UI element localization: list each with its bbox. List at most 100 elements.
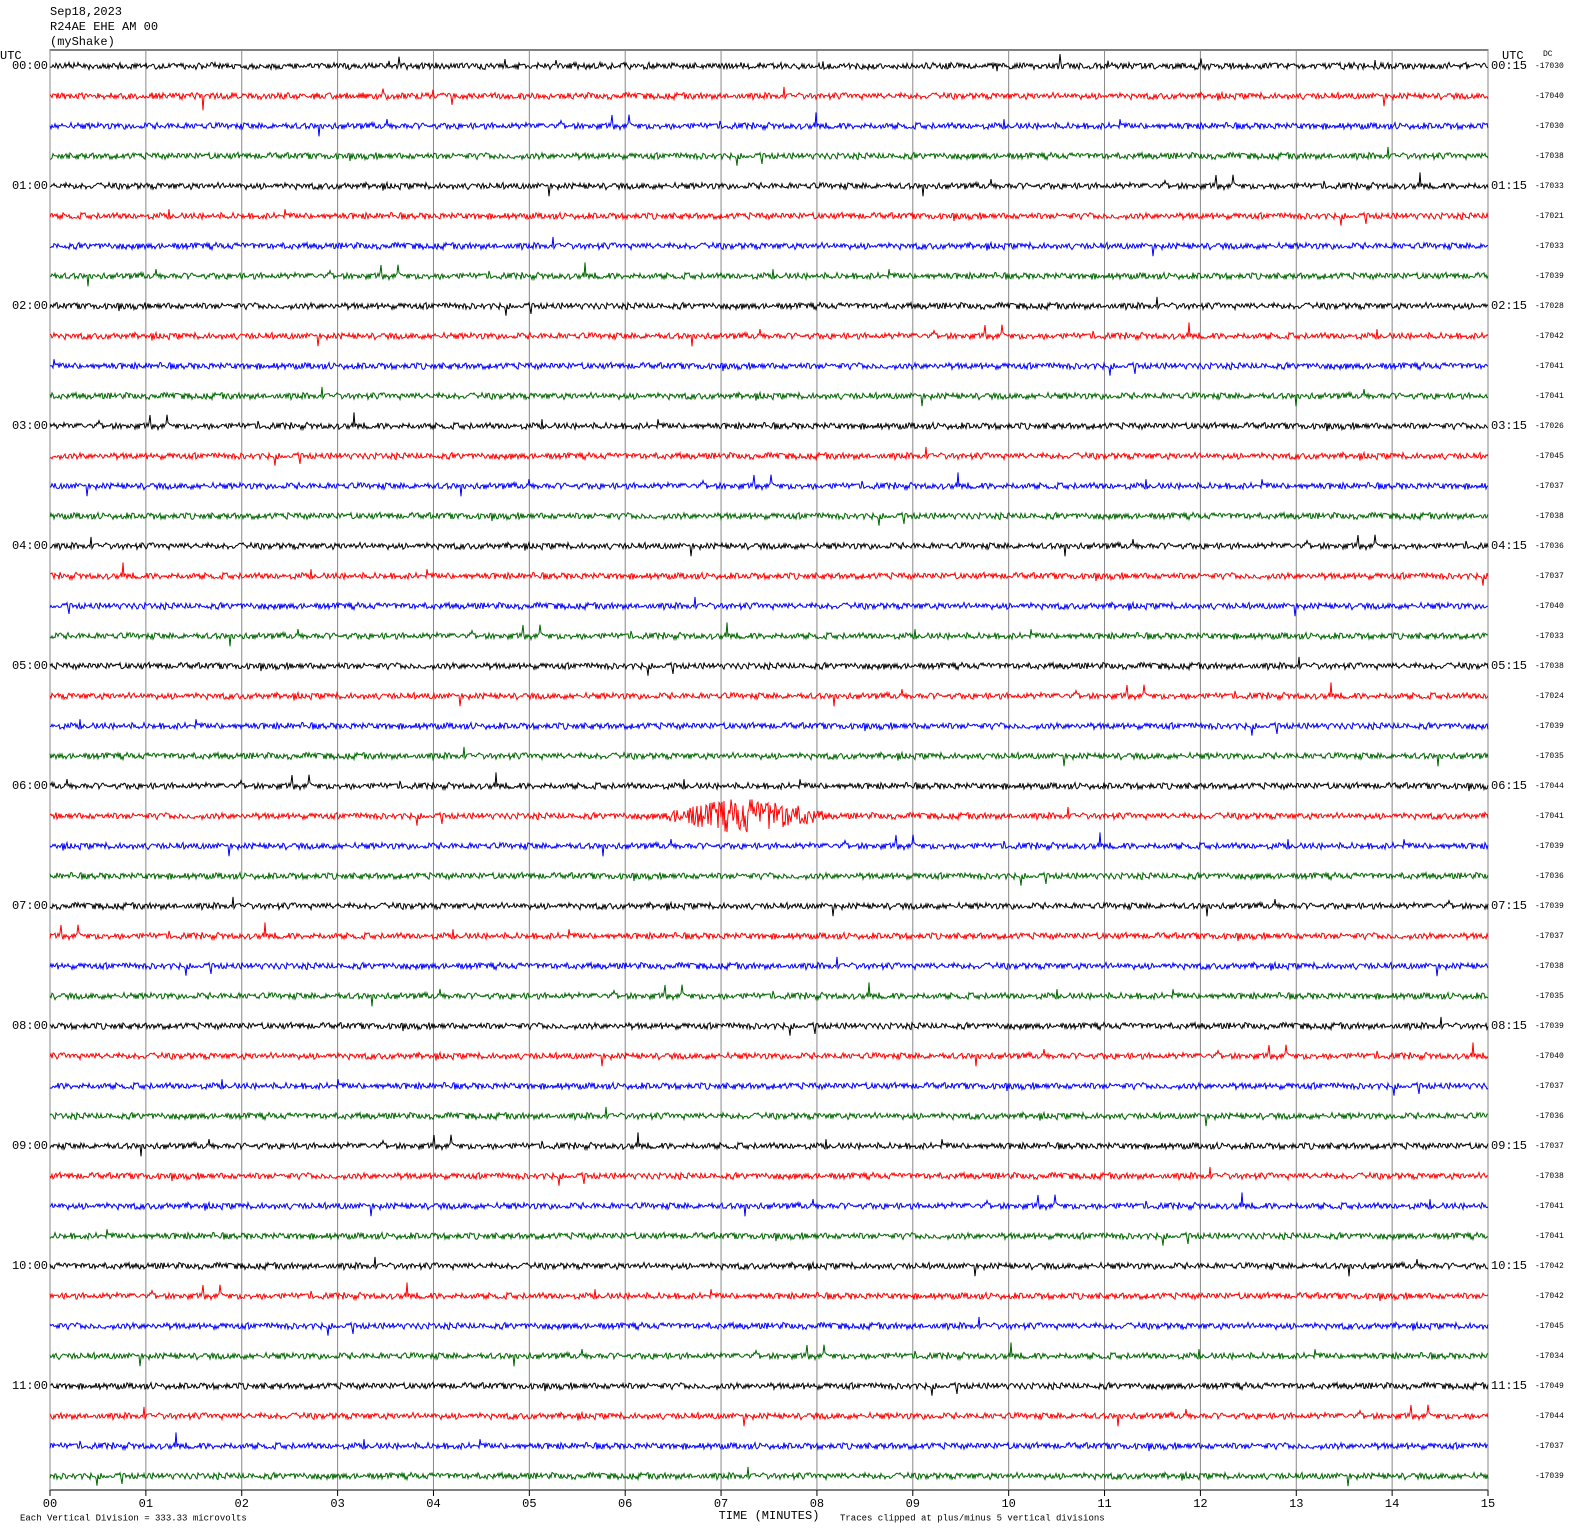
- dc-value: -17044: [1535, 1412, 1564, 1421]
- trace: [49, 386, 1489, 407]
- trace: [49, 1380, 1489, 1396]
- x-tick-label: 02: [235, 1497, 249, 1511]
- left-axis-label: UTC: [0, 49, 22, 63]
- title-line: Sep18,2023: [50, 5, 122, 19]
- trace: [49, 1166, 1489, 1186]
- scale-note: Each Vertical Division = 333.33 microvol…: [20, 1513, 247, 1523]
- trace: [49, 359, 1489, 376]
- trace: [49, 562, 1489, 586]
- dc-value: -17036: [1535, 542, 1564, 551]
- dc-value: -17038: [1535, 512, 1564, 521]
- trace: [49, 86, 1489, 111]
- right-time-label: 02:15: [1491, 299, 1527, 313]
- trace: [49, 1404, 1489, 1427]
- dc-value: -17045: [1535, 1322, 1564, 1331]
- right-time-label: 01:15: [1491, 179, 1527, 193]
- x-tick-label: 09: [906, 1497, 920, 1511]
- trace: [49, 1432, 1489, 1452]
- dc-value: -17036: [1535, 872, 1564, 881]
- right-time-label: 09:15: [1491, 1139, 1527, 1153]
- trace: [49, 472, 1489, 497]
- dc-value: -17033: [1535, 632, 1564, 641]
- trace: [49, 1132, 1489, 1157]
- trace: [49, 622, 1489, 647]
- x-tick-label: 08: [810, 1497, 824, 1511]
- x-axis-label: TIME (MINUTES): [719, 1509, 820, 1523]
- trace: [49, 956, 1489, 977]
- dc-value: -17034: [1535, 1352, 1564, 1361]
- trace: [49, 682, 1489, 707]
- dc-value: -17039: [1535, 902, 1564, 911]
- right-time-label: 11:15: [1491, 1379, 1527, 1393]
- dc-value: -17042: [1535, 332, 1564, 341]
- title-line: (myShake): [50, 35, 115, 49]
- dc-value: -17039: [1535, 1472, 1564, 1481]
- right-time-label: 06:15: [1491, 779, 1527, 793]
- left-time-label: 01:00: [12, 179, 48, 193]
- trace: [49, 1079, 1489, 1096]
- left-time-label: 05:00: [12, 659, 48, 673]
- dc-value: -17041: [1535, 392, 1564, 401]
- dc-value: -17038: [1535, 152, 1564, 161]
- trace: [49, 534, 1489, 557]
- trace: [49, 982, 1489, 1007]
- trace: [49, 1106, 1489, 1127]
- right-axis-label: UTC: [1502, 49, 1524, 63]
- dc-value: -17037: [1535, 932, 1564, 941]
- dc-value: -17035: [1535, 752, 1564, 761]
- trace: [49, 1256, 1489, 1277]
- dc-value: -17044: [1535, 782, 1564, 791]
- left-time-label: 09:00: [12, 1139, 48, 1153]
- x-tick-label: 11: [1097, 1497, 1111, 1511]
- dc-value: -17030: [1535, 62, 1564, 71]
- x-tick-label: 04: [426, 1497, 440, 1511]
- right-time-label: 10:15: [1491, 1259, 1527, 1273]
- dc-value: -17039: [1535, 272, 1564, 281]
- dc-value: -17037: [1535, 1142, 1564, 1151]
- dc-value: -17021: [1535, 212, 1564, 221]
- trace: [49, 1282, 1489, 1302]
- trace: [49, 799, 1489, 833]
- x-tick-label: 14: [1385, 1497, 1399, 1511]
- x-tick-label: 05: [522, 1497, 536, 1511]
- dc-value: -17041: [1535, 812, 1564, 821]
- dc-value: -17035: [1535, 992, 1564, 1001]
- trace: [49, 510, 1489, 526]
- left-time-label: 10:00: [12, 1259, 48, 1273]
- right-time-label: 07:15: [1491, 899, 1527, 913]
- left-time-label: 04:00: [12, 539, 48, 553]
- trace: [49, 1342, 1489, 1367]
- dc-value: -17033: [1535, 242, 1564, 251]
- dc-value: -17039: [1535, 842, 1564, 851]
- dc-value: -17039: [1535, 722, 1564, 731]
- trace: [49, 236, 1488, 257]
- trace: [49, 262, 1489, 287]
- x-tick-label: 01: [139, 1497, 153, 1511]
- right-time-label: 08:15: [1491, 1019, 1527, 1033]
- trace: [49, 656, 1489, 676]
- plot-frame: [49, 49, 1489, 1491]
- trace: [49, 172, 1489, 197]
- dc-value: -17040: [1535, 92, 1564, 101]
- dc-label: DC: [1543, 50, 1553, 59]
- dc-value: -17033: [1535, 182, 1564, 191]
- dc-value: -17036: [1535, 1112, 1564, 1121]
- dc-value: -17049: [1535, 1382, 1564, 1391]
- trace: [49, 209, 1489, 226]
- dc-value: -17037: [1535, 572, 1564, 581]
- dc-value: -17037: [1535, 1442, 1564, 1451]
- dc-value: -17041: [1535, 1202, 1564, 1211]
- trace: [49, 1466, 1489, 1487]
- dc-value: -17026: [1535, 422, 1564, 431]
- dc-value: -17042: [1535, 1292, 1564, 1301]
- dc-value: -17040: [1535, 602, 1564, 611]
- x-tick-label: 00: [43, 1497, 57, 1511]
- dc-value: -17024: [1535, 692, 1564, 701]
- trace: [49, 296, 1489, 316]
- clip-note: Traces clipped at plus/minus 5 vertical …: [840, 1513, 1105, 1523]
- dc-value: -17045: [1535, 452, 1564, 461]
- trace: [49, 870, 1489, 886]
- x-tick-label: 15: [1481, 1497, 1495, 1511]
- dc-value: -17038: [1535, 662, 1564, 671]
- left-time-label: 00:00: [12, 59, 48, 73]
